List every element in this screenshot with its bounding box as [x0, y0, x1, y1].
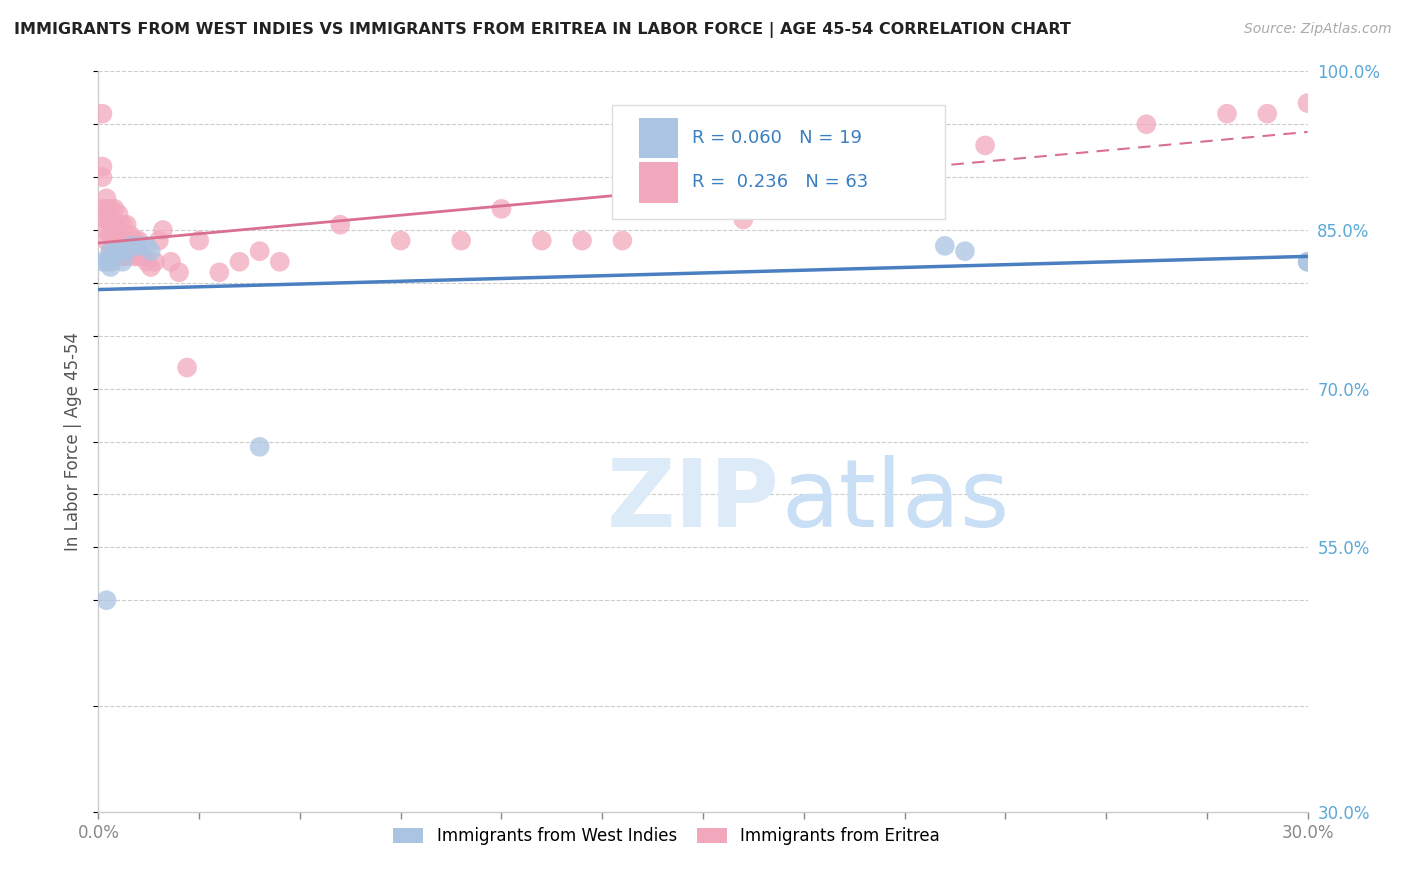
Y-axis label: In Labor Force | Age 45-54: In Labor Force | Age 45-54	[65, 332, 83, 551]
Point	[96, 202, 118, 216]
Text: ZIP: ZIP	[606, 455, 779, 547]
Point	[120, 228, 142, 243]
Point	[176, 360, 198, 375]
Point	[143, 254, 166, 268]
Point	[148, 234, 170, 248]
Point	[450, 234, 472, 248]
Point	[100, 228, 122, 243]
Point	[100, 260, 122, 274]
Point	[249, 244, 271, 259]
Point	[107, 207, 129, 221]
Point	[100, 244, 122, 259]
Point	[91, 160, 114, 174]
Point	[91, 202, 114, 216]
Text: IMMIGRANTS FROM WEST INDIES VS IMMIGRANTS FROM ERITREA IN LABOR FORCE | AGE 45-5: IMMIGRANTS FROM WEST INDIES VS IMMIGRANT…	[14, 22, 1071, 38]
Point	[1296, 254, 1319, 268]
Point	[115, 234, 138, 248]
Point	[111, 254, 134, 268]
Point	[152, 223, 174, 237]
Point	[813, 149, 835, 163]
Point	[124, 250, 146, 264]
Point	[1216, 106, 1239, 120]
Point	[107, 223, 129, 237]
Point	[100, 218, 122, 232]
Point	[100, 254, 122, 268]
Point	[103, 234, 125, 248]
Point	[103, 202, 125, 216]
Point	[96, 191, 118, 205]
Point	[96, 212, 118, 227]
Point	[329, 218, 352, 232]
Text: atlas: atlas	[782, 455, 1010, 547]
Point	[692, 180, 714, 194]
Point	[188, 234, 211, 248]
Point	[530, 234, 553, 248]
Point	[249, 440, 271, 454]
FancyBboxPatch shape	[613, 104, 945, 219]
Point	[1296, 254, 1319, 268]
Point	[389, 234, 412, 248]
Point	[96, 234, 118, 248]
Point	[103, 244, 125, 259]
Point	[934, 239, 956, 253]
Point	[1296, 96, 1319, 111]
Text: Source: ZipAtlas.com: Source: ZipAtlas.com	[1244, 22, 1392, 37]
Point	[100, 244, 122, 259]
Point	[107, 244, 129, 259]
Point	[139, 244, 162, 259]
Point	[612, 234, 634, 248]
Point	[128, 239, 150, 253]
Point	[96, 212, 118, 227]
Point	[160, 254, 183, 268]
Text: R = 0.060   N = 19: R = 0.060 N = 19	[692, 129, 862, 147]
Point	[107, 239, 129, 253]
Point	[733, 212, 755, 227]
Point	[1256, 106, 1278, 120]
Point	[491, 202, 513, 216]
Bar	[638, 162, 678, 202]
Point	[103, 218, 125, 232]
Point	[111, 218, 134, 232]
Point	[96, 223, 118, 237]
Point	[100, 202, 122, 216]
Point	[120, 244, 142, 259]
Point	[91, 254, 114, 268]
Point	[167, 265, 190, 279]
Point	[974, 138, 997, 153]
Text: R =  0.236   N = 63: R = 0.236 N = 63	[692, 173, 869, 192]
Point	[115, 244, 138, 259]
Point	[208, 265, 231, 279]
Point	[269, 254, 291, 268]
Bar	[638, 118, 678, 159]
Point	[111, 234, 134, 248]
Point	[135, 254, 157, 268]
Point	[115, 218, 138, 232]
Point	[953, 244, 976, 259]
Point	[120, 239, 142, 253]
Point	[128, 234, 150, 248]
Point	[571, 234, 593, 248]
Point	[893, 160, 915, 174]
Point	[132, 250, 155, 264]
Point	[139, 260, 162, 274]
Point	[1135, 117, 1157, 131]
Point	[96, 593, 118, 607]
Point	[135, 239, 157, 253]
Point	[128, 250, 150, 264]
Point	[100, 254, 122, 268]
Point	[91, 170, 114, 185]
Legend: Immigrants from West Indies, Immigrants from Eritrea: Immigrants from West Indies, Immigrants …	[387, 820, 946, 852]
Point	[111, 250, 134, 264]
Point	[91, 106, 114, 120]
Point	[228, 254, 250, 268]
Point	[96, 254, 118, 268]
Point	[124, 234, 146, 248]
Point	[115, 250, 138, 264]
